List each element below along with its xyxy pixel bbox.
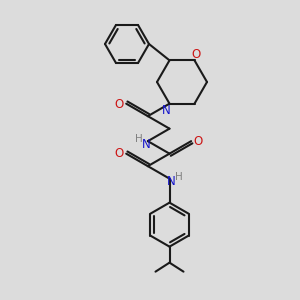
Text: H: H [175,172,182,182]
Text: N: N [142,138,150,151]
Text: O: O [115,147,124,160]
Text: O: O [115,98,124,111]
Text: N: N [167,175,176,188]
Text: O: O [192,48,201,61]
Text: H: H [135,134,143,144]
Text: N: N [162,104,171,117]
Text: O: O [194,135,203,148]
